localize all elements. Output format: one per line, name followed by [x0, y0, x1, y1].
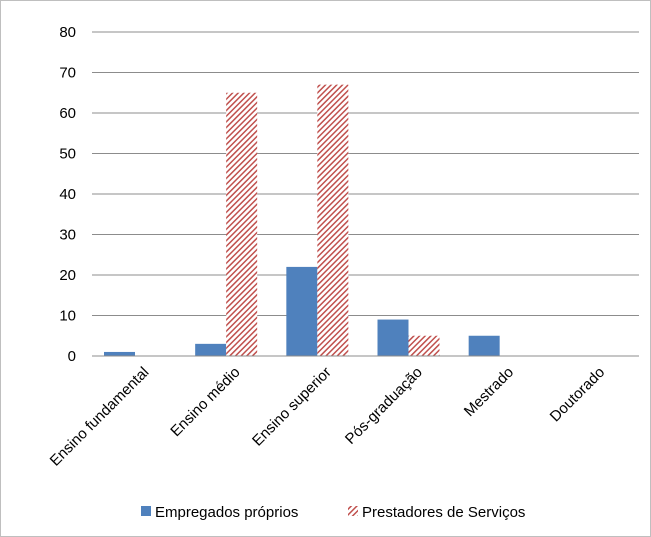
x-tick-label: Ensino médio: [167, 364, 243, 440]
x-tick-label: Mestrado: [461, 364, 517, 420]
bar-prestadores: [226, 92, 258, 356]
legend-label: Prestadores de Serviços: [362, 504, 525, 521]
bar-empregados: [377, 319, 409, 356]
y-tick-label: 80: [59, 24, 76, 41]
x-tick-label: Pós-graduação: [342, 364, 426, 448]
y-tick-label: 30: [59, 227, 76, 244]
y-tick-label: 10: [59, 308, 76, 325]
y-tick-label: 40: [59, 186, 76, 203]
bar-empregados: [104, 351, 135, 356]
legend-label: Empregados próprios: [155, 504, 298, 521]
x-tick-label: Ensino fundamental: [47, 364, 153, 470]
legend-swatch: [141, 506, 151, 516]
y-tick-label: 20: [59, 267, 76, 284]
x-tick-label: Doutorado: [547, 364, 609, 426]
bar-prestadores: [317, 84, 349, 357]
y-tick-label: 60: [59, 105, 76, 122]
gridlines: [92, 31, 639, 316]
bar-empregados: [468, 335, 500, 356]
y-tick-label: 0: [68, 348, 76, 365]
x-axis-tick-labels: Ensino fundamental Ensino médio Ensino sup…: [47, 364, 609, 470]
y-tick-label: 70: [59, 65, 76, 82]
bar-empregados: [286, 266, 318, 356]
bar-empregados: [195, 343, 227, 356]
legend-swatch: [348, 506, 358, 516]
x-tick-label: Ensino superior: [249, 364, 335, 450]
bars: [104, 84, 500, 357]
legend: Empregados próprios Prestadores de Serviç…: [141, 504, 525, 521]
bar-prestadores: [408, 335, 440, 356]
y-tick-label: 50: [59, 146, 76, 163]
y-axis-tick-labels: 0 10 20 30 40 50 60 70 80: [59, 24, 76, 365]
